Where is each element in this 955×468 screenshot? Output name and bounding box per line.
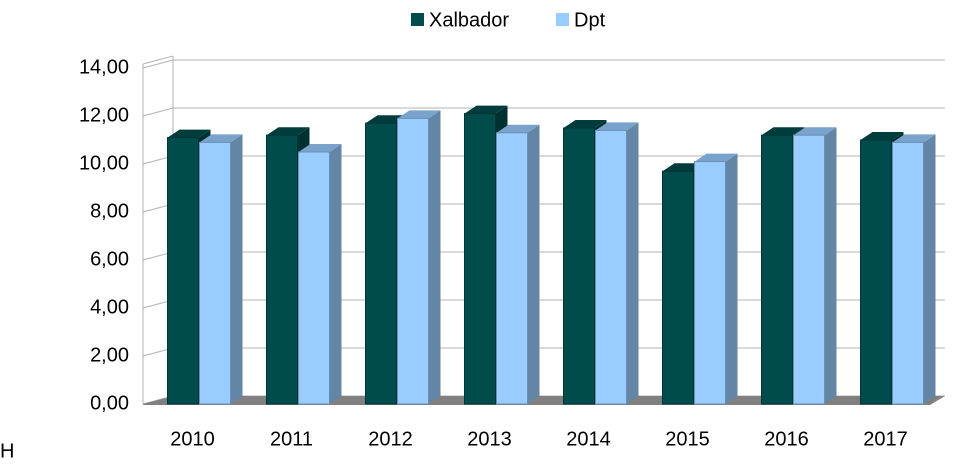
bar xyxy=(167,137,199,405)
bar-top xyxy=(892,134,936,143)
bar-side xyxy=(329,144,342,404)
bar xyxy=(694,161,726,405)
grid-line xyxy=(142,59,945,69)
bar-top xyxy=(266,127,310,136)
legend-label: Xalbador xyxy=(429,9,509,31)
bar-side xyxy=(428,110,441,405)
legend-label: Dpt xyxy=(574,9,606,31)
bar-top xyxy=(793,127,837,136)
bar xyxy=(662,170,694,405)
y-tick-label: 6,00 xyxy=(90,248,129,270)
legend-swatch xyxy=(411,13,424,26)
bar xyxy=(464,113,496,405)
y-tick-label: 12,00 xyxy=(79,104,129,126)
x-tick-label: 2011 xyxy=(270,428,313,450)
bar-top xyxy=(199,134,243,143)
bar xyxy=(397,117,429,405)
y-tick-label: 0,00 xyxy=(90,392,129,414)
x-tick-label: 2016 xyxy=(764,428,809,450)
wall-edge xyxy=(142,55,174,65)
legend-swatch xyxy=(556,13,569,26)
x-tick-label: 2014 xyxy=(566,428,611,450)
y-tick-label: 2,00 xyxy=(90,344,129,366)
bar-side xyxy=(230,134,243,404)
x-tick-label: 2015 xyxy=(665,428,710,450)
y-tick-label: 10,00 xyxy=(79,152,129,174)
bar xyxy=(496,132,528,405)
x-tick-label: 2017 xyxy=(863,428,908,450)
bar-side xyxy=(725,153,738,404)
bar-top xyxy=(464,105,508,114)
x-tick-label: 2010 xyxy=(170,428,215,450)
bar xyxy=(298,151,330,405)
bar-top xyxy=(761,127,805,136)
bar-top xyxy=(496,124,540,133)
bar xyxy=(595,129,627,405)
bar-top xyxy=(563,120,607,128)
grid-line xyxy=(142,107,945,117)
y-tick-label: 8,00 xyxy=(90,200,129,222)
bar xyxy=(892,141,924,405)
bar-top xyxy=(860,132,904,140)
bar xyxy=(761,134,793,405)
bar-side xyxy=(527,124,540,405)
bar-top xyxy=(167,129,211,138)
bar-side xyxy=(824,127,837,404)
bar xyxy=(266,134,298,405)
bar-side xyxy=(923,134,936,404)
floor xyxy=(143,396,945,405)
bar-top xyxy=(298,144,342,152)
bar xyxy=(563,127,595,405)
bar-side xyxy=(626,122,639,405)
y-tick-label: 4,00 xyxy=(90,296,129,318)
bar xyxy=(860,139,892,405)
bar-top xyxy=(397,110,441,119)
annotation: H xyxy=(0,440,14,462)
x-tick-label: 2013 xyxy=(467,428,512,450)
x-tick-label: 2012 xyxy=(368,428,413,450)
y-tick-label: 14,00 xyxy=(79,56,129,78)
bar-top xyxy=(694,153,738,162)
bar xyxy=(793,134,825,405)
bar-top xyxy=(595,122,639,131)
bar xyxy=(365,122,397,405)
bar xyxy=(199,141,231,405)
